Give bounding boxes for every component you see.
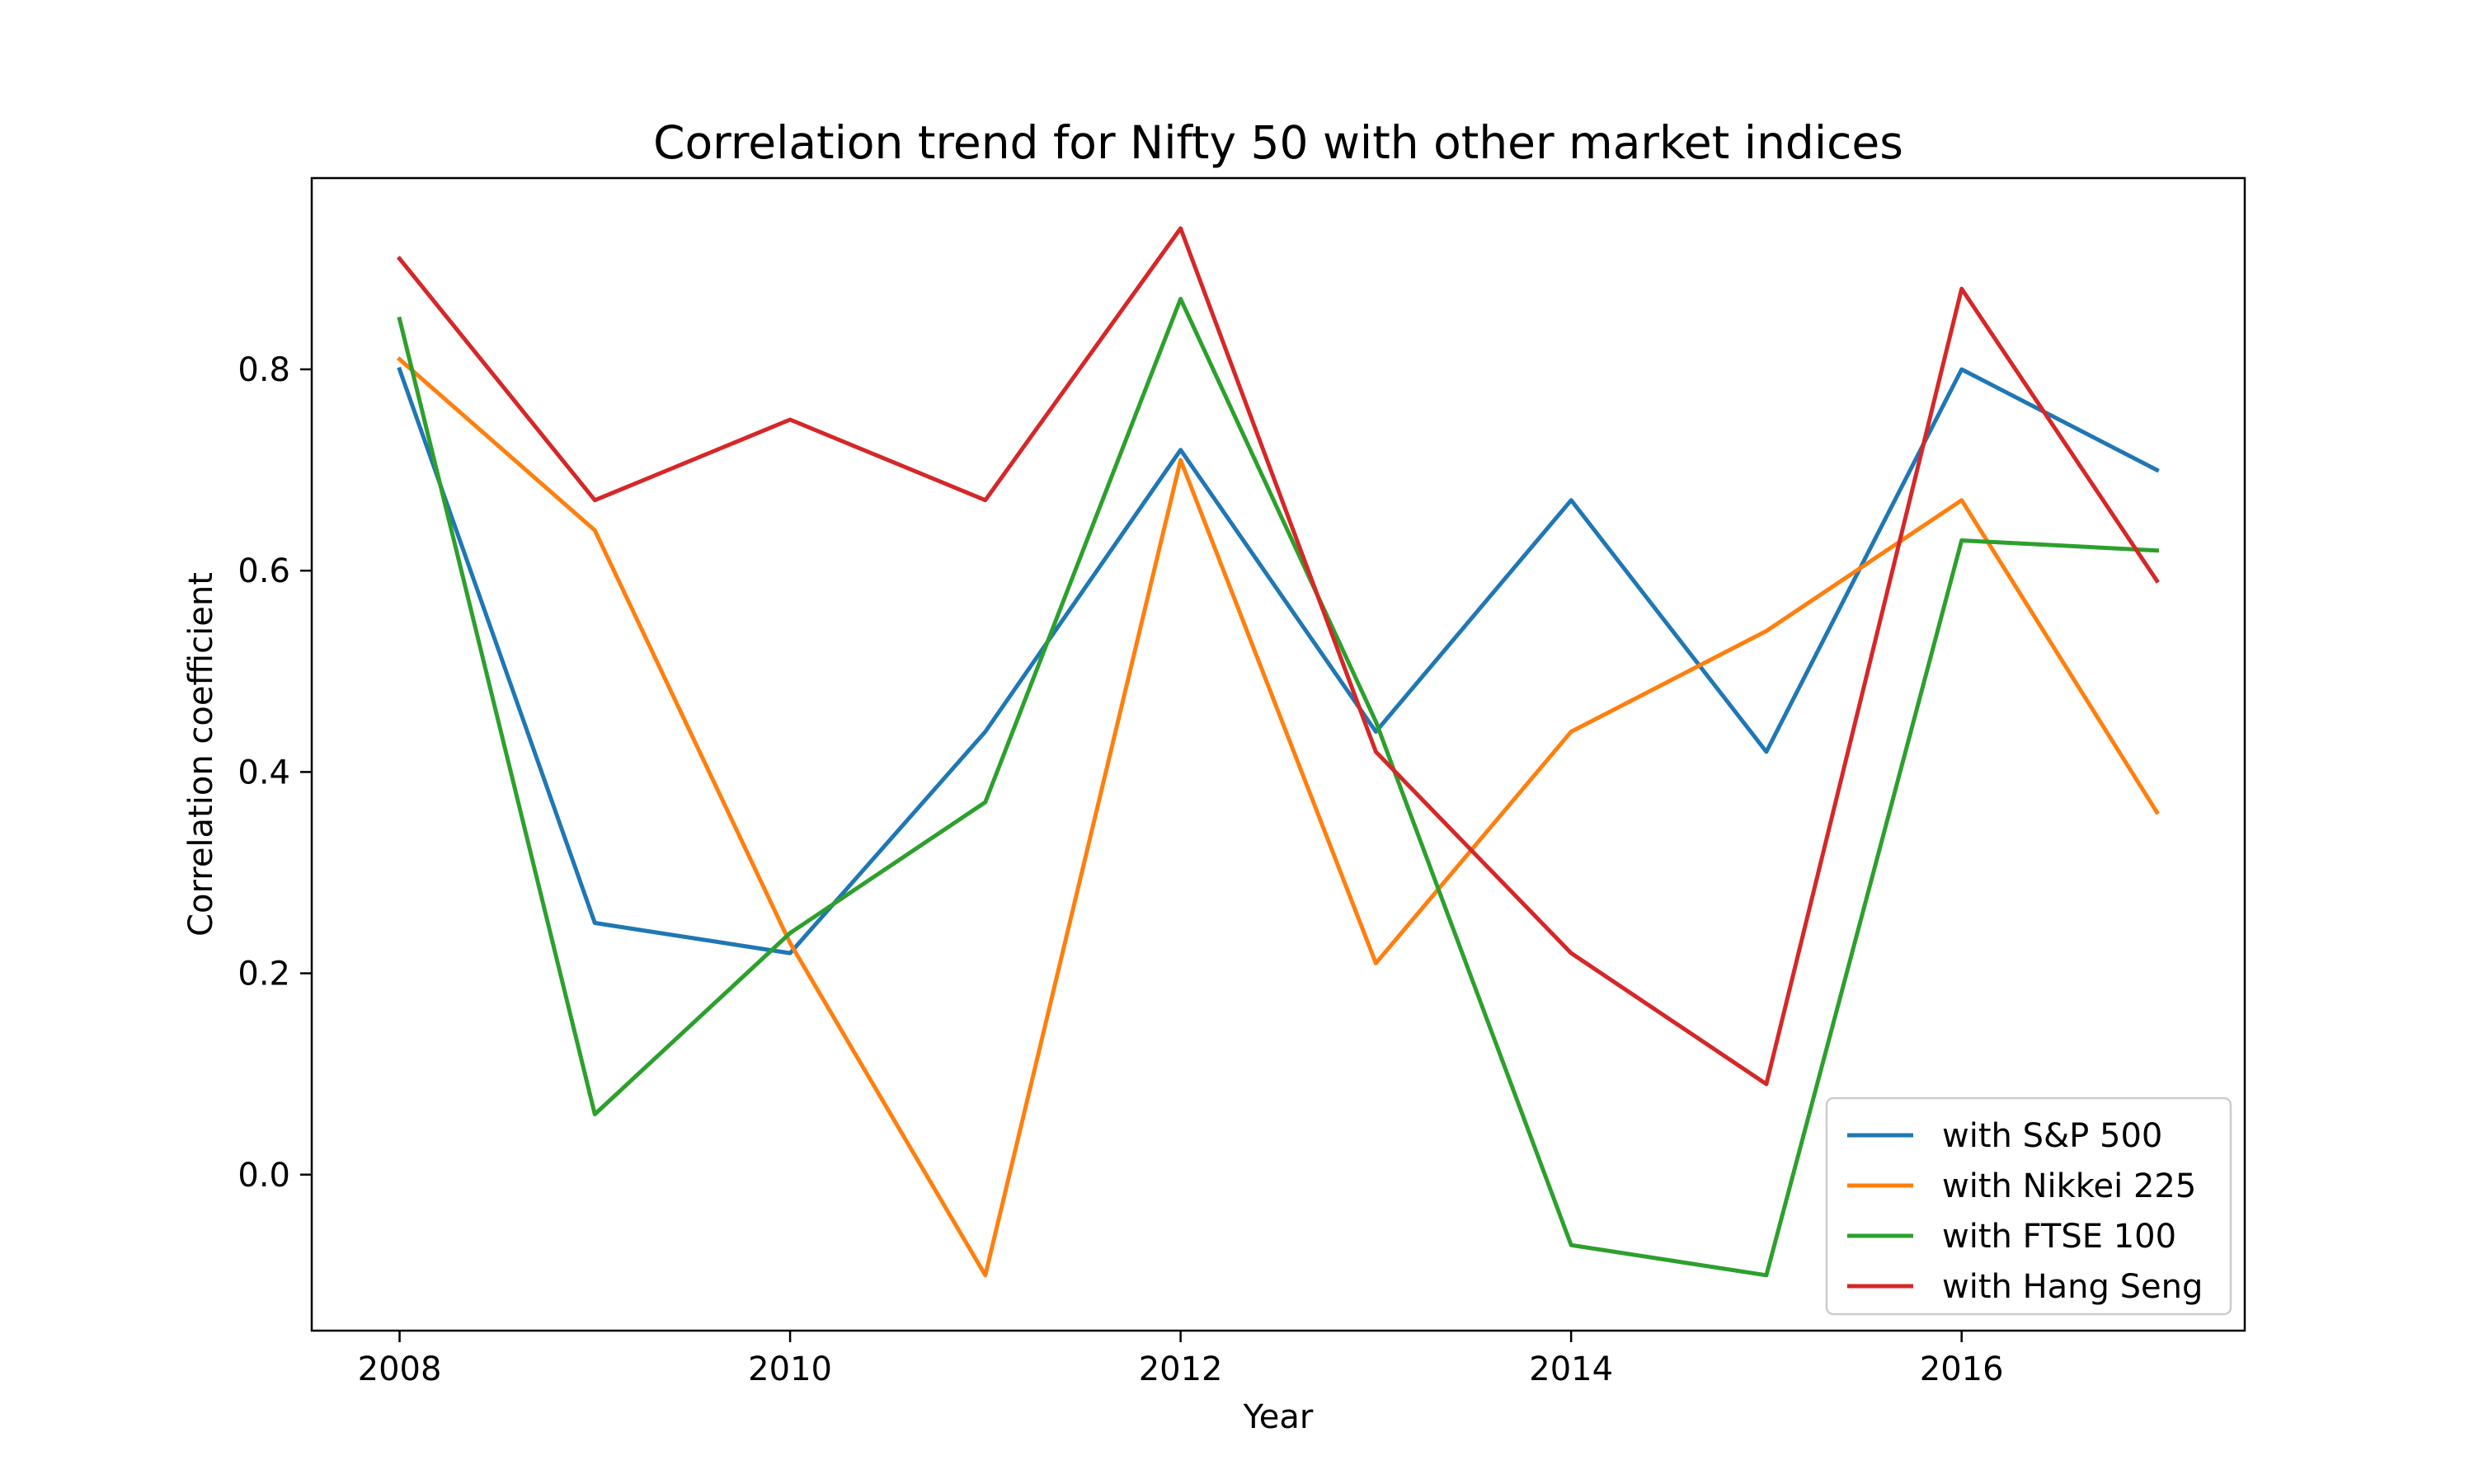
- legend-frame: [1825, 1097, 2232, 1316]
- x-tick-label: 2010: [748, 1350, 832, 1388]
- legend-label-0: with S&P 500: [1942, 1117, 2162, 1155]
- y-tick-label: 0.6: [238, 552, 290, 590]
- y-axis-label: Correlation coefficient: [182, 572, 220, 937]
- x-axis: 2008 2010 2012 2014 2016: [358, 1331, 2004, 1388]
- y-tick-label: 0.8: [238, 351, 290, 389]
- x-tick-label: 2012: [1139, 1350, 1223, 1388]
- legend: with S&P 500 with Nikkei 225 with FTSE 100…: [1825, 1097, 2232, 1316]
- series-layer: [396, 226, 2160, 1278]
- chart-title: Correlation trend for Nifty 50 with othe…: [653, 116, 1903, 169]
- y-tick-label: 0.2: [238, 956, 290, 993]
- series-line-2: [397, 297, 2160, 1278]
- legend-label-2: with FTSE 100: [1942, 1218, 2176, 1256]
- legend-label-1: with Nikkei 225: [1942, 1167, 2196, 1205]
- y-tick-label: 0.4: [238, 754, 290, 791]
- x-axis-label: Year: [1243, 1398, 1314, 1436]
- series-line-1: [396, 356, 2160, 1278]
- y-tick-label: 0.0: [238, 1157, 290, 1195]
- series-line-3: [396, 226, 2160, 1087]
- x-tick-label: 2016: [1920, 1350, 2004, 1388]
- plot-frame: [310, 176, 2246, 1332]
- legend-label-3: with Hang Seng: [1942, 1268, 2203, 1306]
- series-line-0: [397, 366, 2160, 956]
- x-tick-label: 2014: [1529, 1350, 1613, 1388]
- y-axis: 0.0 0.2 0.4 0.6 0.8: [238, 351, 312, 1195]
- legend-items: with S&P 500 with Nikkei 225 with FTSE 100…: [1847, 1117, 2203, 1306]
- x-tick-label: 2008: [358, 1350, 442, 1388]
